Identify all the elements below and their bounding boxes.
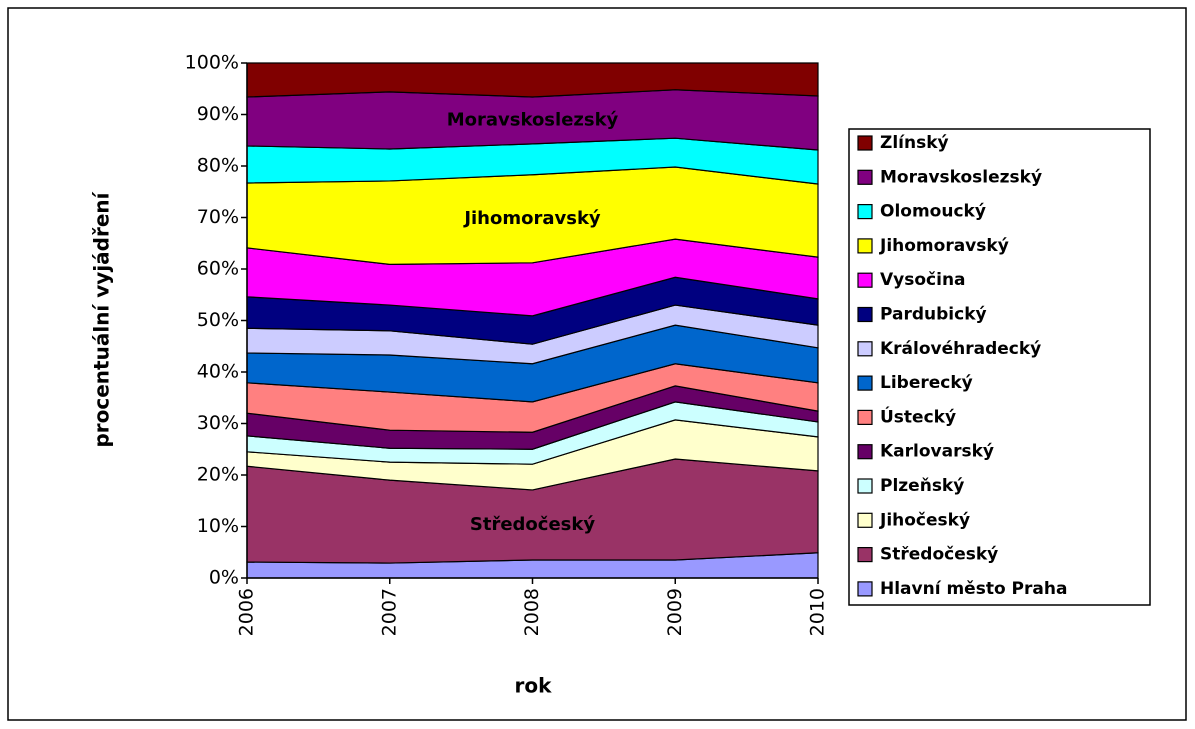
- legend-label: Moravskoslezský: [880, 167, 1042, 187]
- x-tick-label: 2008: [521, 588, 543, 636]
- legend-label: Středočeský: [880, 545, 998, 565]
- y-tick-label: 60%: [197, 258, 239, 280]
- legend-swatch: [857, 306, 873, 323]
- legend-swatch: [857, 169, 873, 185]
- legend-swatch: [857, 581, 873, 597]
- y-tick-label: 90%: [197, 103, 239, 125]
- legend-label: Jihomoravský: [879, 236, 1009, 256]
- y-tick-label: 0%: [209, 567, 239, 589]
- legend-label: Hlavní město Praha: [880, 579, 1067, 599]
- area: [246, 62, 819, 98]
- legend-swatch: [857, 375, 873, 391]
- legend-swatch: [857, 204, 873, 220]
- legend-label: Plzeňský: [880, 476, 964, 496]
- legend-label: Karlovarský: [880, 442, 994, 462]
- x-tick-label: 2006: [236, 588, 258, 636]
- y-tick-label: 70%: [197, 206, 239, 228]
- legend-label: Liberecký: [880, 373, 973, 393]
- annotation: Středočeský: [470, 514, 595, 535]
- legend-swatch: [857, 478, 873, 494]
- y-tick-label: 10%: [197, 515, 239, 537]
- legend-swatch: [857, 512, 873, 528]
- legend-label: Pardubický: [880, 305, 987, 325]
- legend-swatch: [857, 272, 873, 288]
- y-axis-title: procentuální vyjádření: [90, 191, 114, 447]
- x-tick-label: 2009: [664, 588, 686, 636]
- legend-swatch: [857, 444, 873, 460]
- y-tick-label: 20%: [197, 464, 239, 486]
- legend-label: Jihočeský: [879, 510, 970, 530]
- legend-label: Zlínský: [880, 133, 949, 153]
- legend-label: Královéhradecký: [880, 339, 1041, 359]
- legend-swatch: [857, 341, 873, 357]
- y-tick-label: 100%: [185, 52, 239, 74]
- legend-swatch: [857, 409, 873, 425]
- legend-label: Olomoucký: [880, 202, 986, 222]
- annotation: Moravskoslezský: [447, 109, 619, 130]
- legend-box: [848, 128, 1151, 606]
- annotation: Jihomoravský: [462, 208, 601, 229]
- legend-swatch: [857, 135, 873, 151]
- legend-label: Ústecký: [880, 405, 956, 427]
- legend-label: Vysočina: [880, 270, 966, 290]
- y-tick-label: 30%: [197, 412, 239, 434]
- y-tick-label: 40%: [197, 361, 239, 383]
- x-tick-label: 2007: [378, 588, 400, 636]
- y-tick-label: 80%: [197, 155, 239, 177]
- legend-swatch: [857, 238, 873, 254]
- y-tick-label: 50%: [197, 309, 239, 331]
- legend-swatch: [857, 546, 873, 563]
- x-tick-label: 2010: [807, 588, 829, 636]
- x-axis-title: rok: [515, 674, 553, 698]
